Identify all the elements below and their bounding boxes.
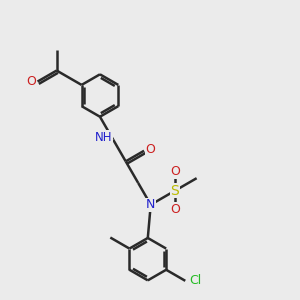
Text: O: O [26, 75, 36, 88]
Text: Cl: Cl [190, 274, 202, 287]
Text: NH: NH [95, 131, 112, 144]
Text: N: N [146, 198, 155, 211]
Text: O: O [170, 165, 180, 178]
Text: O: O [146, 143, 155, 156]
Text: O: O [170, 203, 180, 216]
Text: S: S [171, 184, 179, 198]
